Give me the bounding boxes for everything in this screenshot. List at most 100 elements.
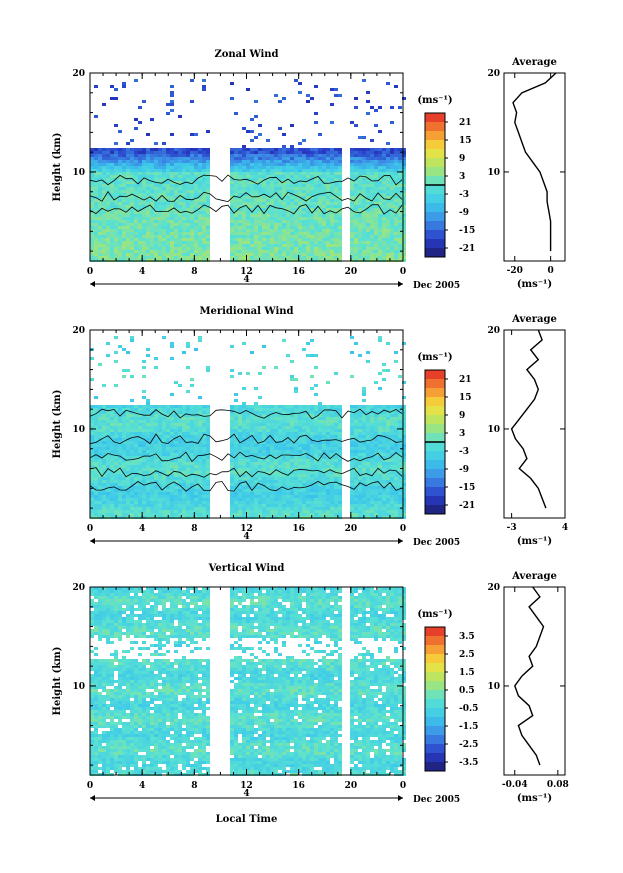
heatmap-cell — [386, 214, 390, 217]
heatmap-cell — [114, 432, 118, 435]
heatmap-cell — [206, 154, 210, 157]
heatmap-cell — [298, 226, 302, 229]
heatmap-cell — [162, 247, 166, 250]
heatmap-cell — [126, 220, 130, 223]
heatmap-cell — [302, 184, 306, 187]
heatmap-cell — [266, 139, 270, 142]
heatmap-cell — [122, 196, 126, 199]
heatmap-cell — [238, 217, 242, 220]
heatmap-cell — [354, 169, 358, 172]
heatmap-cell — [270, 492, 274, 495]
heatmap-cell — [246, 513, 250, 516]
heatmap-cell — [282, 169, 286, 172]
heatmap-cell — [266, 253, 270, 256]
heatmap-cell — [202, 247, 206, 250]
heatmap-cell — [150, 492, 154, 495]
heatmap-cell — [394, 148, 398, 151]
heatmap-cell — [370, 241, 374, 244]
heatmap-cell — [162, 232, 166, 235]
heatmap-cell — [122, 160, 126, 163]
heatmap-cell — [98, 441, 102, 444]
heatmap-cell — [286, 157, 290, 160]
heatmap-cell — [162, 456, 166, 459]
heatmap-cell — [98, 483, 102, 486]
heatmap-cell — [238, 232, 242, 235]
heatmap-cell — [246, 504, 250, 507]
heatmap-cell — [254, 196, 258, 199]
heatmap-cell — [286, 504, 290, 507]
heatmap-cell — [158, 474, 162, 477]
heatmap-cell — [254, 483, 258, 486]
heatmap-cell — [270, 229, 274, 232]
heatmap-cell — [162, 235, 166, 238]
heatmap-cell — [158, 495, 162, 498]
heatmap-cell — [334, 214, 338, 217]
heatmap-cell — [310, 256, 314, 259]
heatmap-cell — [134, 148, 138, 151]
heatmap-cell — [98, 459, 102, 462]
heatmap-cell — [178, 459, 182, 462]
heatmap-cell — [254, 205, 258, 208]
heatmap-cell — [330, 247, 334, 250]
heatmap-cell — [170, 199, 174, 202]
heatmap-cell — [302, 465, 306, 468]
heatmap-cell — [178, 166, 182, 169]
heatmap-cell — [250, 351, 254, 354]
heatmap-cell — [198, 151, 202, 154]
heatmap-cell — [250, 420, 254, 423]
heatmap-cell — [246, 88, 250, 91]
heatmap-cell — [190, 483, 194, 486]
heatmap-cell — [130, 247, 134, 250]
heatmap-cell — [254, 235, 258, 238]
heatmap-cell — [194, 474, 198, 477]
heatmap-cell — [398, 172, 402, 175]
heatmap-cell — [122, 450, 126, 453]
heatmap-cell — [178, 441, 182, 444]
heatmap-cell — [130, 235, 134, 238]
heatmap-cell — [262, 217, 266, 220]
heatmap-cell — [298, 453, 302, 456]
heatmap-cell — [286, 190, 290, 193]
heatmap-cell — [234, 235, 238, 238]
heatmap-cell — [194, 465, 198, 468]
heatmap-cell — [402, 253, 406, 256]
heatmap-cell — [294, 507, 298, 510]
heatmap-cell — [278, 175, 282, 178]
heatmap-cell — [170, 232, 174, 235]
heatmap-cell — [106, 498, 110, 501]
heatmap-cell — [306, 513, 310, 516]
heatmap-cell — [102, 480, 106, 483]
heatmap-cell — [94, 510, 98, 513]
heatmap-cell — [154, 196, 158, 199]
heatmap-cell — [326, 190, 330, 193]
heatmap-cell — [206, 414, 210, 417]
heatmap-cell — [266, 420, 270, 423]
heatmap-cell — [294, 510, 298, 513]
heatmap-cell — [238, 429, 242, 432]
heatmap-cell — [262, 235, 266, 238]
heatmap-cell — [378, 130, 382, 133]
heatmap-cell — [234, 477, 238, 480]
heatmap-cell — [190, 226, 194, 229]
heatmap-cell — [102, 184, 106, 187]
heatmap-cell — [366, 175, 370, 178]
heatmap-cell — [302, 187, 306, 190]
heatmap-cell — [366, 184, 370, 187]
heatmap-cell — [110, 429, 114, 432]
heatmap-cell — [182, 444, 186, 447]
heatmap-cell — [186, 226, 190, 229]
heatmap-cell — [130, 411, 134, 414]
heatmap-cell — [358, 184, 362, 187]
heatmap-cell — [190, 241, 194, 244]
heatmap-cell — [110, 432, 114, 435]
heatmap-cell — [242, 181, 246, 184]
heatmap-cell — [230, 480, 234, 483]
heatmap-cell — [394, 229, 398, 232]
heatmap-cell — [266, 510, 270, 513]
heatmap-cell — [182, 148, 186, 151]
heatmap-cell — [94, 85, 98, 88]
heatmap-cell — [250, 510, 254, 513]
heatmap-cell — [186, 190, 190, 193]
heatmap-cell — [314, 190, 318, 193]
heatmap-cell — [186, 435, 190, 438]
